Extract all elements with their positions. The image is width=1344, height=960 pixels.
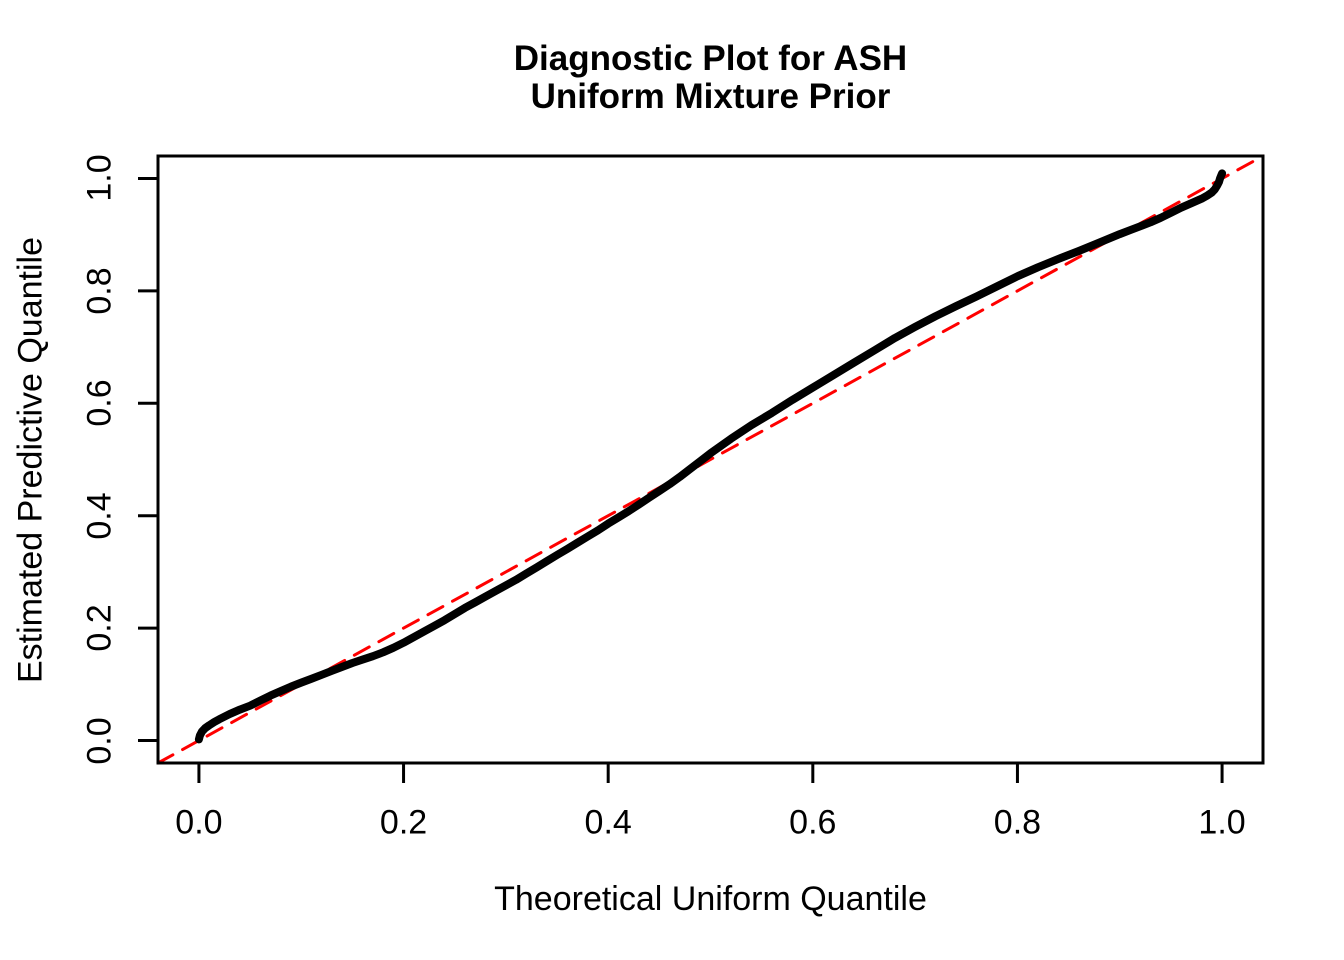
reference-line-y-equals-x	[156, 154, 1265, 765]
y-axis-label: Estimated Predictive Quantile	[11, 237, 50, 683]
y-tick-label: 0.0	[80, 716, 119, 765]
x-axis-label: Theoretical Uniform Quantile	[494, 880, 927, 918]
y-tick-label: 1.0	[80, 154, 119, 203]
x-tick-label: 0.4	[584, 803, 632, 842]
chart-title-line-2: Uniform Mixture Prior	[530, 77, 891, 116]
y-tick-label: 0.2	[80, 604, 119, 652]
x-tick-label: 0.2	[379, 803, 428, 842]
chart-title-line-1: Diagnostic Plot for ASH	[513, 39, 908, 78]
estimated-predictive-quantile-curve	[194, 169, 1227, 744]
x-tick-label: 1.0	[1198, 803, 1246, 842]
x-tick-label: 0.6	[789, 803, 837, 842]
x-tick-label: 0.8	[993, 803, 1042, 842]
plot-box	[156, 154, 1265, 765]
y-tick-label: 0.4	[80, 492, 119, 540]
chart-title: Diagnostic Plot for ASH Uniform Mixture …	[158, 40, 1263, 116]
x-tick-label: 0.0	[175, 803, 223, 842]
y-tick-label: 0.6	[80, 379, 119, 427]
y-tick-label: 0.8	[80, 267, 119, 315]
